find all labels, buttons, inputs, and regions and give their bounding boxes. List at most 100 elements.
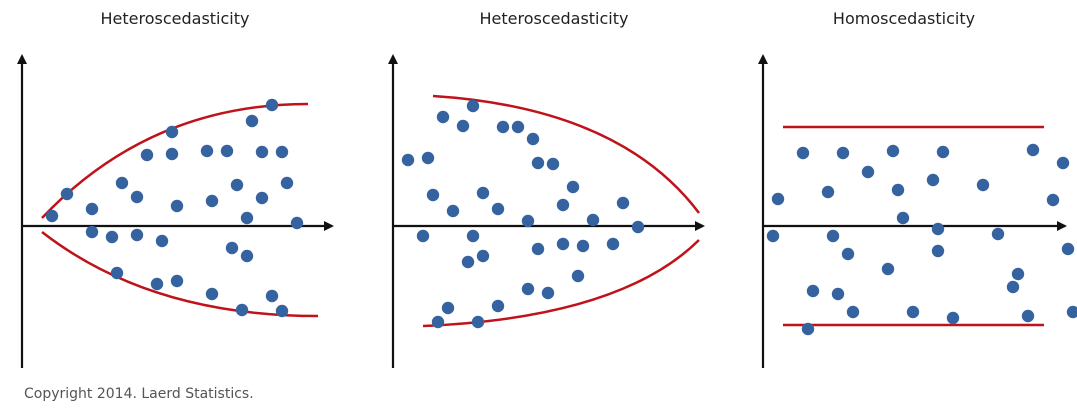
data-point	[631, 220, 645, 234]
data-point	[886, 144, 900, 158]
data-point	[476, 249, 490, 263]
lower-envelope	[41, 231, 319, 318]
data-point	[521, 282, 535, 296]
data-point	[170, 199, 184, 213]
data-point	[976, 178, 990, 192]
data-point	[461, 255, 475, 269]
data-point	[275, 304, 289, 318]
data-point	[926, 173, 940, 187]
data-point	[205, 287, 219, 301]
data-point	[531, 242, 545, 256]
data-point	[476, 186, 490, 200]
data-point	[936, 145, 950, 159]
data-point	[806, 284, 820, 298]
data-point	[426, 188, 440, 202]
data-point	[1021, 309, 1035, 323]
data-points	[45, 98, 304, 318]
data-point	[416, 229, 430, 243]
data-point	[110, 266, 124, 280]
data-point	[1061, 242, 1075, 256]
data-point	[931, 222, 945, 236]
data-point	[831, 287, 845, 301]
data-point	[571, 269, 585, 283]
data-point	[466, 99, 480, 113]
panel-band: Homoscedasticity	[758, 9, 1077, 368]
data-point	[566, 180, 580, 194]
panel-title: Heteroscedasticity	[101, 9, 250, 28]
data-point	[826, 229, 840, 243]
data-point	[1066, 305, 1077, 319]
panel-title: Heteroscedasticity	[480, 9, 629, 28]
data-point	[881, 262, 895, 276]
data-point	[556, 198, 570, 212]
data-point	[541, 286, 555, 300]
data-point	[290, 216, 304, 230]
data-point	[431, 315, 445, 329]
data-point	[230, 178, 244, 192]
data-point	[946, 311, 960, 325]
data-point	[255, 191, 269, 205]
panel-fan-out: Heteroscedasticity	[17, 9, 334, 368]
data-point	[896, 211, 910, 225]
data-point	[436, 110, 450, 124]
data-point	[205, 194, 219, 208]
data-point	[421, 151, 435, 165]
data-point	[546, 157, 560, 171]
data-point	[836, 146, 850, 160]
data-point	[1011, 267, 1025, 281]
data-point	[821, 185, 835, 199]
data-point	[140, 148, 154, 162]
data-point	[280, 176, 294, 190]
data-point	[606, 237, 620, 251]
data-point	[891, 183, 905, 197]
data-point	[1006, 280, 1020, 294]
data-point	[576, 239, 590, 253]
data-point	[991, 227, 1005, 241]
data-point	[771, 192, 785, 206]
data-point	[235, 303, 249, 317]
data-point	[556, 237, 570, 251]
upper-envelope	[432, 94, 700, 214]
lower-envelope	[422, 239, 700, 328]
data-point	[275, 145, 289, 159]
data-point	[456, 119, 470, 133]
data-point	[220, 144, 234, 158]
data-point	[240, 249, 254, 263]
data-point	[1056, 156, 1070, 170]
data-point	[60, 187, 74, 201]
data-point	[265, 289, 279, 303]
data-point	[150, 277, 164, 291]
data-point	[225, 241, 239, 255]
data-point	[801, 322, 815, 336]
data-point	[401, 153, 415, 167]
data-point	[115, 176, 129, 190]
data-point	[491, 202, 505, 216]
data-point	[1026, 143, 1040, 157]
data-point	[245, 114, 259, 128]
panel-title: Homoscedasticity	[833, 9, 975, 28]
data-point	[586, 213, 600, 227]
data-point	[521, 214, 535, 228]
data-point	[45, 209, 59, 223]
data-point	[531, 156, 545, 170]
data-point	[861, 165, 875, 179]
data-point	[496, 120, 510, 134]
data-point	[766, 229, 780, 243]
data-point	[846, 305, 860, 319]
copyright-notice: Copyright 2014. Laerd Statistics.	[24, 386, 254, 402]
data-point	[1046, 193, 1060, 207]
data-point	[165, 147, 179, 161]
data-point	[200, 144, 214, 158]
data-point	[446, 204, 460, 218]
data-point	[841, 247, 855, 261]
data-point	[155, 234, 169, 248]
data-point	[85, 225, 99, 239]
data-point	[265, 98, 279, 112]
data-point	[471, 315, 485, 329]
data-point	[105, 230, 119, 244]
data-point	[511, 120, 525, 134]
data-point	[165, 125, 179, 139]
data-point	[616, 196, 630, 210]
data-point	[240, 211, 254, 225]
data-point	[491, 299, 505, 313]
